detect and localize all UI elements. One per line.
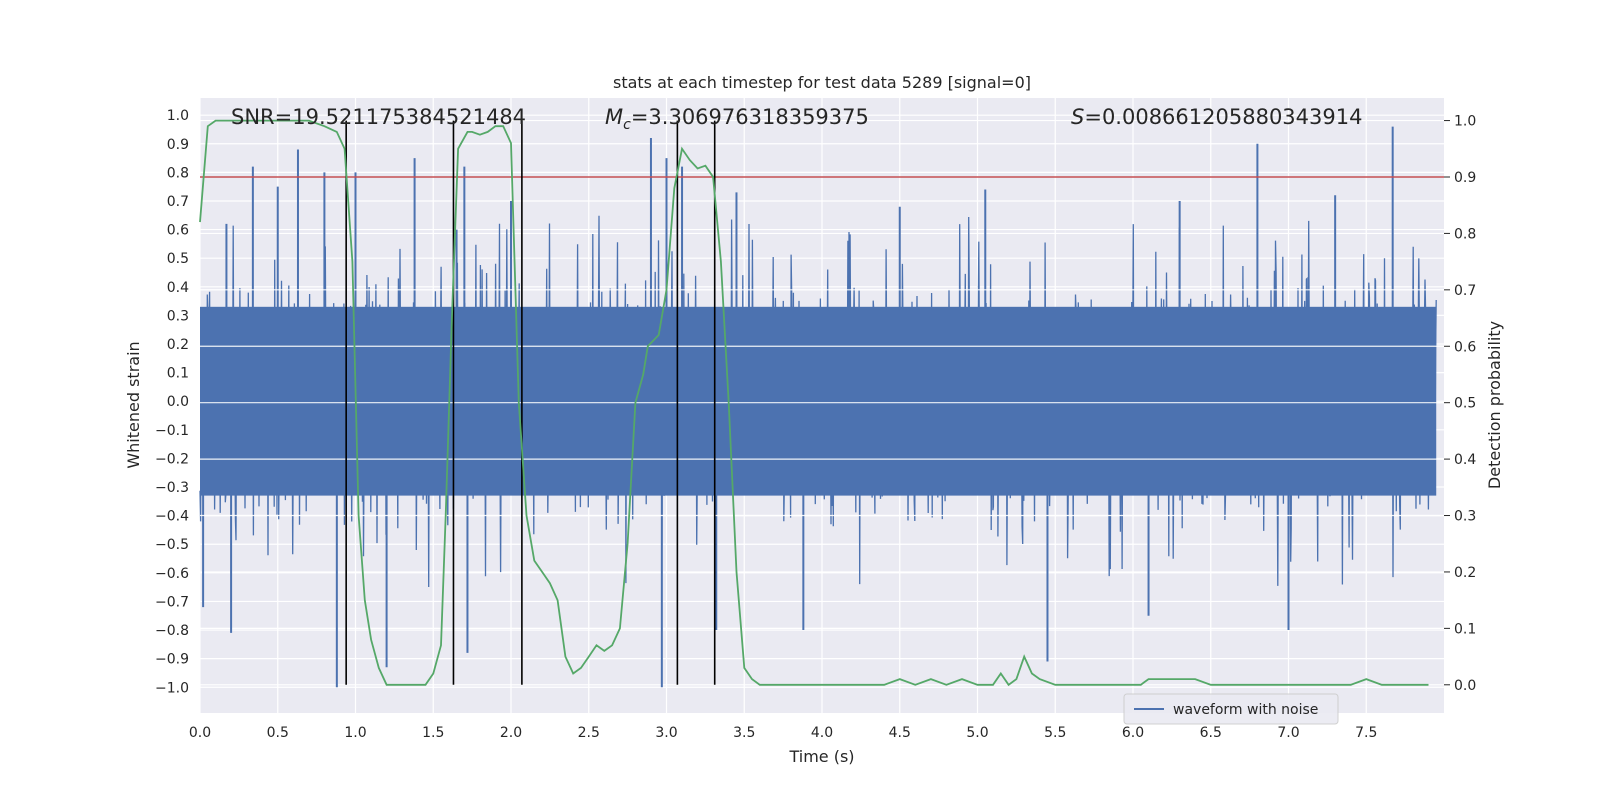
y-left-tick-label: −0.5 <box>155 537 189 553</box>
x-tick-label: 0.0 <box>189 725 211 741</box>
y-axis-right-ticks: 1.0 0.9 0.8 0.7 0.6 0.5 0.4 0.3 0.2 0.1 0.0 <box>1444 114 1476 694</box>
y-axis-right-label: Detection probability <box>1485 321 1504 489</box>
x-tick-label: 6.0 <box>1122 725 1144 741</box>
y-left-tick-label: −0.7 <box>155 594 189 610</box>
y-axis-left-label: Whitened strain <box>124 341 143 468</box>
x-tick-label: 0.5 <box>267 725 289 741</box>
y-right-tick-label: 1.0 <box>1454 114 1476 130</box>
x-tick-label: 2.0 <box>500 725 522 741</box>
y-left-tick-label: 0.6 <box>167 223 189 239</box>
y-left-tick-label: 1.0 <box>167 108 189 124</box>
x-axis-ticks: 0.0 0.5 1.0 1.5 2.0 2.5 3.0 3.5 4.0 4.5 5.0 5.5 6.0 6… <box>189 725 1378 741</box>
chirp-mass-value: =3.306976318359375 <box>631 105 869 129</box>
x-tick-label: 1.5 <box>422 725 444 741</box>
y-left-tick-label: 0.2 <box>167 337 189 353</box>
y-left-tick-label: 0.3 <box>167 308 189 324</box>
legend-label: waveform with noise <box>1173 702 1318 718</box>
y-left-tick-label: −0.2 <box>155 451 189 467</box>
y-right-tick-label: 0.7 <box>1454 283 1476 299</box>
x-tick-label: 3.5 <box>733 725 755 741</box>
x-axis-label: Time (s) <box>788 747 854 766</box>
x-tick-label: 1.0 <box>344 725 366 741</box>
y-left-tick-label: −0.1 <box>155 423 189 439</box>
snr-annotation: SNR=19.521175384521484 <box>231 105 526 129</box>
y-left-tick-label: −0.4 <box>155 509 189 525</box>
x-tick-label: 3.0 <box>655 725 677 741</box>
x-tick-label: 5.0 <box>966 725 988 741</box>
y-left-tick-label: −0.9 <box>155 652 189 668</box>
plot-content <box>199 119 1444 688</box>
y-left-tick-label: 0.0 <box>167 394 189 410</box>
x-tick-label: 2.5 <box>578 725 600 741</box>
x-tick-label: 4.0 <box>811 725 833 741</box>
y-left-tick-label: −0.3 <box>155 480 189 496</box>
y-right-tick-label: 0.5 <box>1454 396 1476 412</box>
x-tick-label: 7.5 <box>1355 725 1377 741</box>
detection-probability-series <box>199 119 1429 687</box>
y-right-tick-label: 0.0 <box>1454 678 1476 694</box>
y-left-tick-label: −0.6 <box>155 566 189 582</box>
y-left-tick-label: 0.9 <box>167 137 189 153</box>
chirp-mass-symbol: M <box>605 105 623 129</box>
chirp-mass-subscript: c <box>623 117 631 133</box>
x-tick-label: 5.5 <box>1044 725 1066 741</box>
y-right-tick-label: 0.1 <box>1454 621 1476 637</box>
y-left-tick-label: 0.1 <box>167 366 189 382</box>
s-value: =0.008661205880343914 <box>1084 105 1362 129</box>
y-left-tick-label: −1.0 <box>155 680 189 696</box>
y-right-tick-label: 0.2 <box>1454 565 1476 581</box>
s-symbol: S <box>1071 105 1084 129</box>
y-right-tick-label: 0.8 <box>1454 226 1476 242</box>
y-right-tick-label: 0.3 <box>1454 509 1476 525</box>
x-tick-label: 6.5 <box>1200 725 1222 741</box>
y-left-tick-label: 0.8 <box>167 165 189 181</box>
y-left-tick-label: −0.8 <box>155 623 189 639</box>
chart-title: stats at each timestep for test data 528… <box>613 73 1031 92</box>
y-right-tick-label: 0.4 <box>1454 452 1476 468</box>
y-axis-left-ticks: 1.0 0.9 0.8 0.7 0.6 0.5 0.4 0.3 0.2 0.1 0.0 −0.1 −0.… <box>155 108 189 696</box>
y-left-tick-label: 0.7 <box>167 194 189 210</box>
x-tick-label: 4.5 <box>889 725 911 741</box>
y-left-tick-label: 0.4 <box>167 280 189 296</box>
y-left-tick-label: 0.5 <box>167 251 189 267</box>
legend: waveform with noise <box>1123 693 1339 725</box>
s-annotation: S=0.008661205880343914 <box>1071 105 1362 129</box>
chirp-mass-annotation: Mc=3.306976318359375 <box>605 105 869 133</box>
legend-box <box>1123 693 1339 725</box>
x-tick-label: 7.0 <box>1277 725 1299 741</box>
waveform-core-band <box>200 306 1437 496</box>
y-right-tick-label: 0.9 <box>1454 170 1476 186</box>
y-right-tick-label: 0.6 <box>1454 339 1476 355</box>
